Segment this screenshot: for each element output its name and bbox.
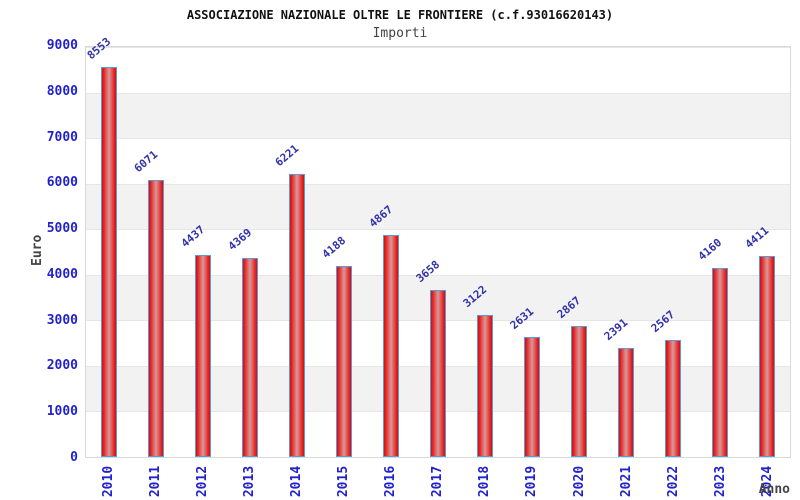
x-tick-cell-2016: 2016 [367, 462, 414, 500]
bar-value-label: 2867 [554, 294, 584, 322]
x-tick-cell-2014: 2014 [273, 462, 320, 500]
x-tick-cell-2012: 2012 [179, 462, 226, 500]
bar-slot-2011: 6071 [132, 47, 180, 457]
x-tick-cell-2021: 2021 [603, 462, 650, 500]
bar-2010 [101, 67, 118, 457]
y-tick-9000: 9000 [46, 38, 78, 53]
y-tick-0: 0 [70, 450, 78, 465]
x-tick-2011: 2011 [148, 465, 164, 497]
bar-slot-2019: 2631 [508, 47, 555, 457]
y-tick-7000: 7000 [46, 129, 78, 145]
chart-subtitle: Importi [372, 26, 428, 41]
x-tick-2016: 2016 [383, 465, 399, 497]
bar-slot-2022: 2567 [648, 47, 696, 457]
x-tick-cell-2015: 2015 [320, 462, 367, 500]
y-tick-4000: 4000 [46, 266, 78, 282]
bar-value-label: 4867 [366, 203, 396, 231]
y-tick-1000: 1000 [46, 404, 78, 420]
plot-area: 8553 6071 4437 4369 6221 4188 4867 3658 3122 2631… [85, 35, 791, 458]
x-tick-2013: 2013 [242, 465, 258, 497]
bar-slot-2014: 6221 [272, 47, 321, 457]
bar-2023 [711, 267, 728, 457]
bar-value-label: 3658 [413, 258, 443, 286]
bar-2013 [242, 257, 259, 457]
bar-slot-2015: 4188 [319, 47, 368, 457]
bar-2014 [289, 173, 306, 457]
x-tick-cell-2019: 2019 [509, 462, 556, 500]
bar-slot-2017: 3658 [413, 47, 462, 457]
x-tick-2022: 2022 [665, 465, 681, 497]
y-tick-8000: 8000 [46, 83, 78, 99]
bar-value-label: 6221 [272, 141, 302, 169]
x-tick-cell-2011: 2011 [132, 462, 179, 500]
y-tick-2000: 2000 [46, 358, 78, 374]
bar-slot-2010: 8553 [85, 35, 133, 457]
y-tick-5000: 5000 [46, 221, 78, 237]
bar-slot-2018: 3122 [460, 47, 509, 457]
x-tick-2015: 2015 [336, 465, 352, 497]
bar-value-label: 6071 [132, 148, 161, 176]
x-tick-2020: 2020 [571, 465, 587, 497]
bar-value-label: 2631 [507, 305, 537, 333]
y-tick-3000: 3000 [46, 312, 78, 328]
bar-value-label: 4369 [225, 225, 255, 253]
bar-value-label: 4411 [742, 224, 771, 252]
bar-slot-2016: 4867 [366, 47, 415, 457]
bar-2018 [476, 314, 493, 457]
x-tick-2018: 2018 [477, 465, 493, 497]
x-tick-2021: 2021 [618, 465, 634, 497]
x-tick-cell-2022: 2022 [650, 462, 697, 500]
bar-value-label: 2391 [601, 316, 631, 344]
bar-value-label: 2567 [648, 308, 678, 336]
bar-2024 [758, 256, 775, 457]
x-tick-2012: 2012 [195, 465, 211, 497]
bar-2016 [383, 235, 400, 457]
x-tick-cell-2018: 2018 [462, 462, 509, 500]
x-tick-2019: 2019 [524, 465, 540, 497]
bar-slot-2013: 4369 [225, 47, 274, 457]
bar-2015 [336, 266, 353, 457]
grid-band [86, 47, 790, 93]
bar-slot-2023: 4160 [695, 47, 743, 457]
x-tick-cell-2023: 2023 [697, 462, 744, 500]
bar-value-label: 4437 [178, 222, 208, 250]
grid-band [86, 138, 790, 184]
bar-slot-2021: 2391 [601, 47, 649, 457]
x-tick-cell-2020: 2020 [556, 462, 603, 500]
bar-2017 [430, 290, 447, 457]
bar-slot-2020: 2867 [554, 47, 602, 457]
y-axis-title: Euro [30, 234, 45, 266]
y-tick-6000: 6000 [46, 175, 78, 191]
bars-layer: 8553 6071 4437 4369 6221 4188 4867 3658 3122 2631… [85, 35, 790, 457]
bar-2020 [570, 326, 587, 457]
x-tick-cell-2010: 2010 [85, 462, 132, 500]
bar-2021 [617, 348, 634, 457]
x-axis-ticks: 2010 2011 2012 2013 2014 2015 2016 2017 2018 2019… [85, 462, 791, 500]
grid-band [86, 229, 790, 275]
x-axis-title: Anno [758, 482, 790, 497]
bar-slot-2012: 4437 [178, 47, 227, 457]
x-tick-cell-2017: 2017 [414, 462, 461, 500]
x-tick-2010: 2010 [101, 465, 117, 497]
x-tick-2014: 2014 [289, 465, 305, 497]
x-tick-2023: 2023 [712, 465, 728, 497]
bar-slot-2024: 4411 [742, 47, 790, 457]
bar-value-label: 3122 [460, 282, 490, 310]
bar-value-label: 4160 [695, 235, 724, 263]
chart-title: ASSOCIAZIONE NAZIONALE OLTRE LE FRONTIER… [186, 8, 614, 22]
grid-band [86, 183, 790, 230]
x-tick-cell-2013: 2013 [226, 462, 273, 500]
x-tick-2017: 2017 [430, 465, 446, 497]
bar-2019 [523, 337, 540, 457]
bar-2022 [664, 340, 681, 457]
bar-2011 [148, 180, 165, 457]
bar-2012 [195, 254, 212, 457]
grid-band [86, 92, 790, 139]
bar-value-label: 4188 [319, 234, 349, 262]
